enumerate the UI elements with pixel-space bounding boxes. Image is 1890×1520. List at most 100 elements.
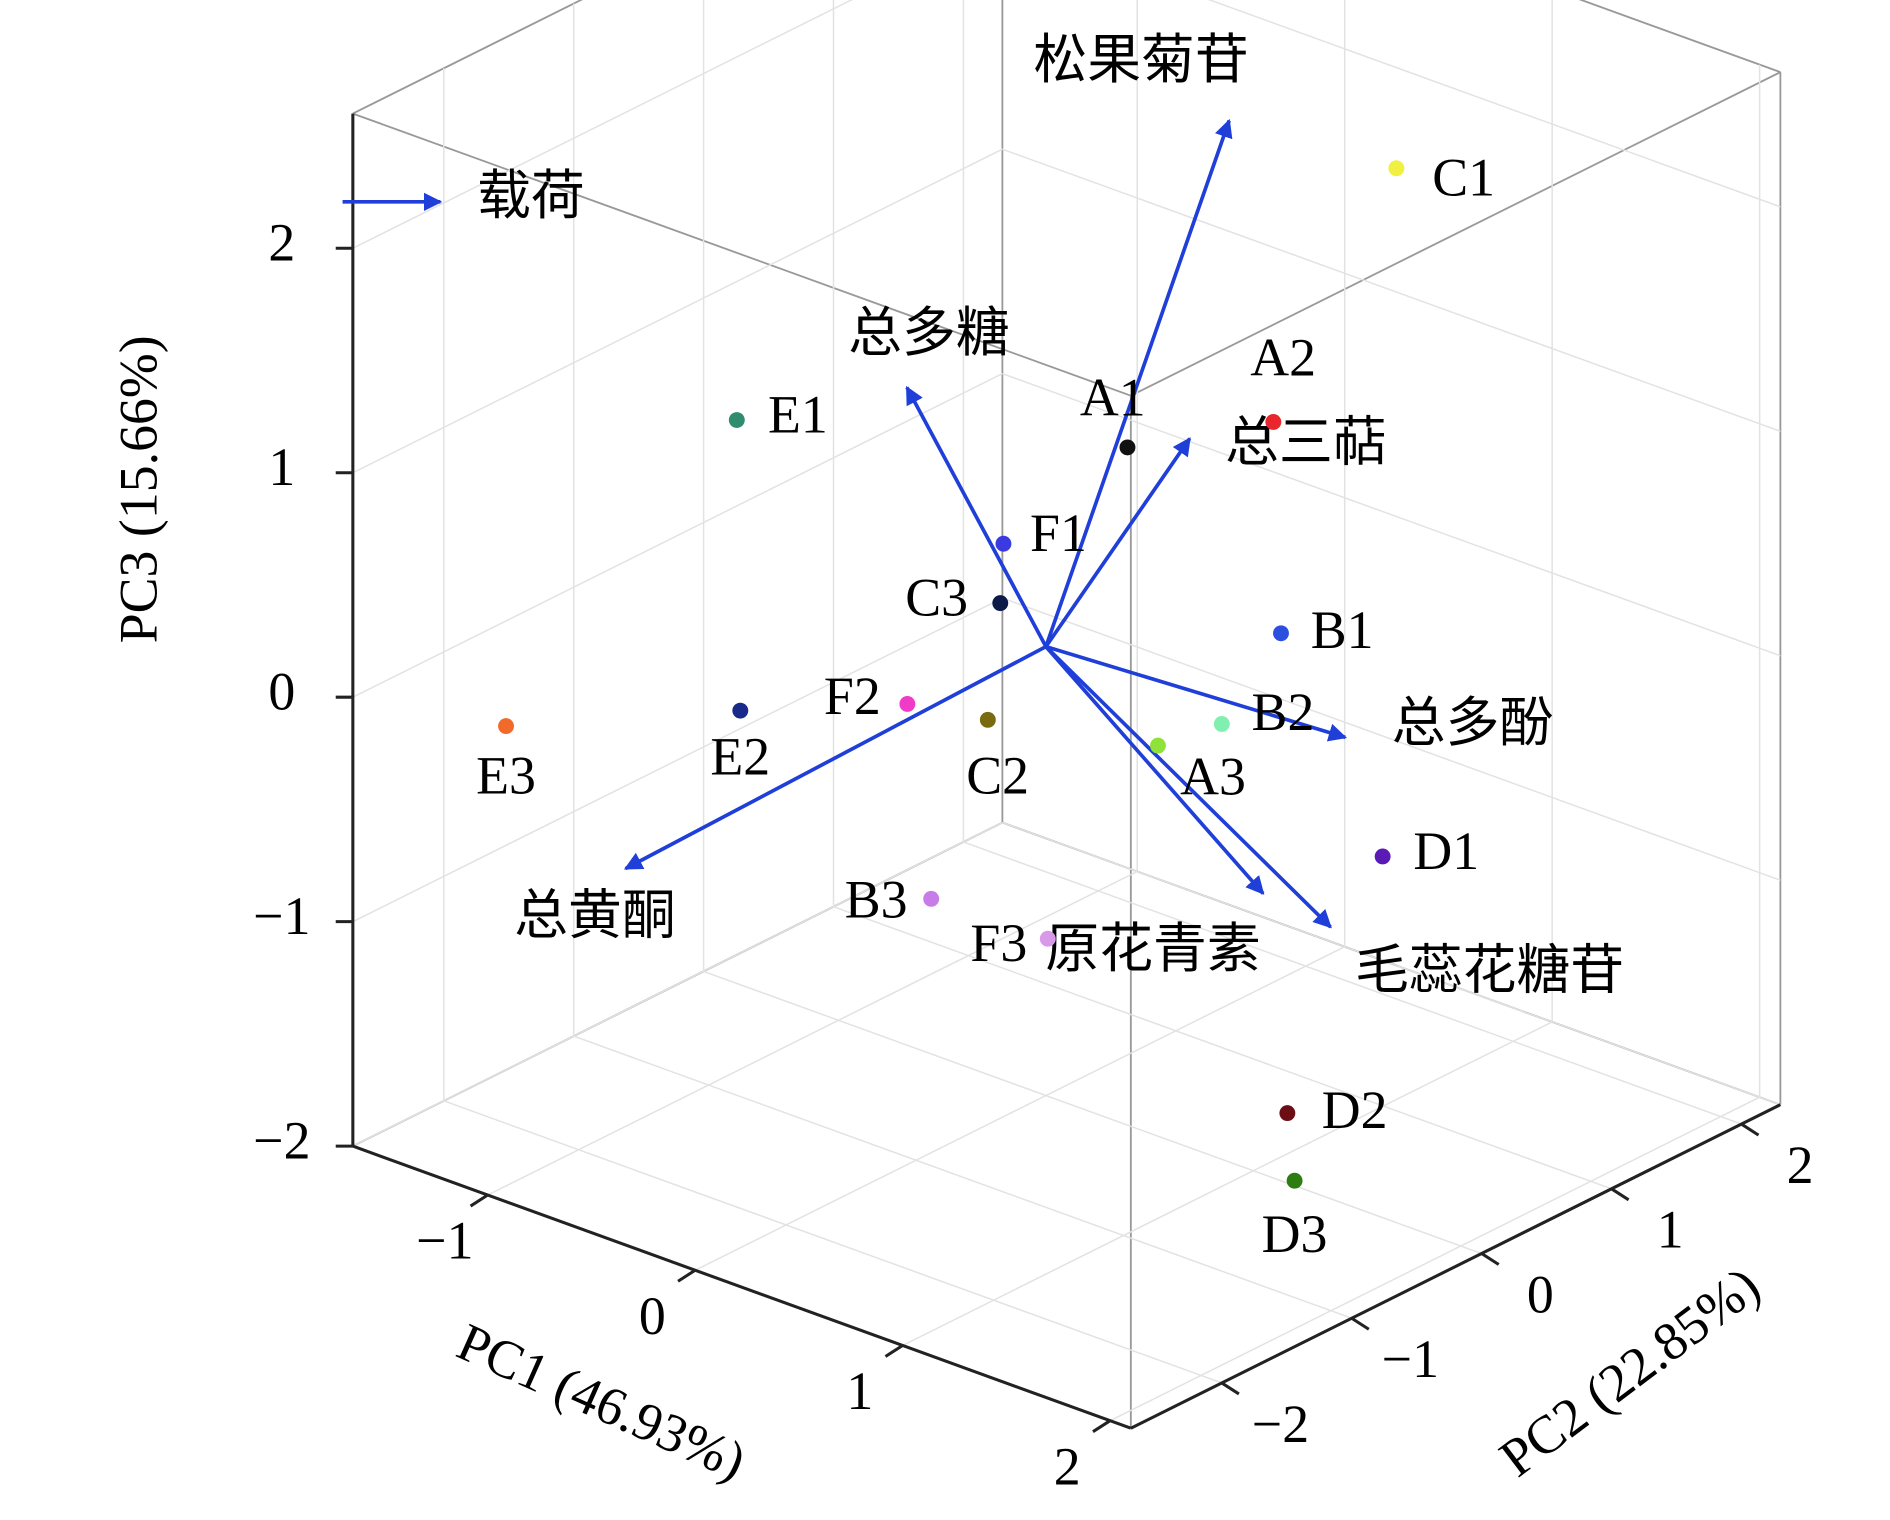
x-tick-label: 2 bbox=[1054, 1436, 1081, 1496]
loading-arrow bbox=[905, 385, 1048, 648]
y-tick-label: 2 bbox=[1787, 1135, 1814, 1195]
point-label: F2 bbox=[824, 666, 881, 726]
grid-line bbox=[902, 1021, 1553, 1347]
grid-line bbox=[694, 946, 1346, 1271]
loading-label: 总多糖 bbox=[848, 303, 1009, 363]
y-tick-label: −1 bbox=[1382, 1329, 1439, 1389]
point bbox=[923, 890, 940, 907]
point bbox=[1286, 1172, 1303, 1189]
grid-line bbox=[352, 372, 1003, 698]
point bbox=[992, 595, 1009, 612]
y-tick-label: 0 bbox=[1527, 1264, 1554, 1324]
point bbox=[498, 718, 514, 735]
point bbox=[1119, 439, 1136, 456]
loading-label: 总多酚 bbox=[1392, 693, 1553, 753]
point-label: C2 bbox=[966, 745, 1029, 805]
grid-line bbox=[1002, 597, 1781, 881]
x-tick bbox=[1092, 1419, 1111, 1434]
point bbox=[995, 535, 1012, 552]
point bbox=[1265, 414, 1282, 430]
grid-line bbox=[352, 0, 853, 249]
point-label: E3 bbox=[476, 745, 536, 805]
loading-arrow bbox=[1044, 437, 1192, 648]
point-label: D1 bbox=[1413, 821, 1479, 881]
point-label: E1 bbox=[768, 384, 828, 444]
box-edge bbox=[352, 112, 1132, 397]
x-tick-label: 1 bbox=[846, 1361, 873, 1421]
point bbox=[1149, 737, 1166, 754]
point bbox=[1388, 160, 1405, 177]
x-axis-title: PC1 (46.93%) bbox=[449, 1312, 755, 1492]
legend-label: 载荷 bbox=[477, 166, 585, 226]
z-tick-label: 2 bbox=[268, 213, 295, 273]
point bbox=[732, 702, 749, 719]
y-tick bbox=[1220, 1381, 1240, 1396]
loading-arrow bbox=[623, 644, 1047, 871]
point-label: C3 bbox=[905, 567, 968, 627]
x-axis bbox=[352, 1144, 1132, 1430]
point-label: B1 bbox=[1311, 600, 1374, 660]
loading-label: 松果菊苷 bbox=[1033, 30, 1248, 90]
y-tick-label: −2 bbox=[1252, 1394, 1309, 1454]
point-label: B3 bbox=[845, 869, 908, 929]
z-tick-label: −2 bbox=[253, 1110, 310, 1170]
point-label: F1 bbox=[1030, 503, 1087, 563]
point-label: D2 bbox=[1322, 1080, 1388, 1140]
loading-arrow bbox=[1044, 645, 1265, 895]
grid-line bbox=[352, 148, 1003, 474]
loading-label: 总三萜 bbox=[1225, 413, 1386, 473]
point-label: A1 bbox=[1080, 368, 1146, 428]
point bbox=[1273, 625, 1289, 642]
grid-line bbox=[1002, 821, 1781, 1106]
point-label: F3 bbox=[970, 913, 1027, 973]
point-label: A3 bbox=[1180, 747, 1246, 807]
grid-line bbox=[573, 1035, 1352, 1319]
z-tick-label: −1 bbox=[253, 886, 310, 946]
y-tick bbox=[1610, 1187, 1630, 1202]
loading-label: 总黄酮 bbox=[514, 886, 675, 946]
grid-line bbox=[703, 970, 1482, 1255]
x-tick bbox=[469, 1193, 489, 1208]
y-tick bbox=[1480, 1252, 1500, 1266]
z-axis-title: PC3 (15.66%) bbox=[109, 335, 169, 643]
y-tick-label: 1 bbox=[1657, 1200, 1684, 1260]
loading-arrow bbox=[1044, 645, 1332, 929]
grid-line bbox=[352, 821, 1003, 1147]
loading-label: 毛蕊花糖苷 bbox=[1355, 940, 1624, 1000]
grid-line bbox=[833, 906, 1612, 1190]
point bbox=[1039, 930, 1056, 947]
point bbox=[1213, 716, 1230, 732]
x-tick-label: 0 bbox=[639, 1286, 666, 1346]
box-edge bbox=[1130, 71, 1781, 397]
grid-line bbox=[443, 1100, 1223, 1384]
grid-line bbox=[1207, 0, 1781, 208]
point-label: A2 bbox=[1250, 328, 1316, 388]
point bbox=[728, 412, 745, 428]
x-tick-label: −1 bbox=[416, 1211, 473, 1271]
y-tick bbox=[1740, 1122, 1760, 1137]
point bbox=[1374, 848, 1391, 865]
y-tick bbox=[1350, 1316, 1370, 1331]
loading-arrow bbox=[1044, 118, 1233, 648]
grid-line bbox=[963, 841, 1742, 1125]
point-label: C1 bbox=[1432, 147, 1495, 207]
box-edge bbox=[352, 0, 583, 115]
z-tick-label: 1 bbox=[268, 437, 295, 497]
grid-line bbox=[352, 597, 1003, 923]
point-label: B2 bbox=[1252, 682, 1315, 742]
grid-line bbox=[487, 870, 1138, 1196]
y-axis bbox=[1130, 1103, 1782, 1430]
point-label: D3 bbox=[1262, 1204, 1328, 1264]
grid-line bbox=[1002, 148, 1781, 432]
point bbox=[1279, 1105, 1296, 1122]
loading-arrow bbox=[1045, 644, 1348, 742]
x-tick bbox=[677, 1268, 696, 1283]
box-edge bbox=[1578, 0, 1781, 74]
point bbox=[979, 711, 996, 728]
grid-line bbox=[1109, 1096, 1760, 1422]
loading-label: 原花青素 bbox=[1045, 919, 1260, 979]
point bbox=[899, 696, 916, 712]
x-tick bbox=[884, 1344, 904, 1358]
z-tick-label: 0 bbox=[268, 662, 295, 722]
